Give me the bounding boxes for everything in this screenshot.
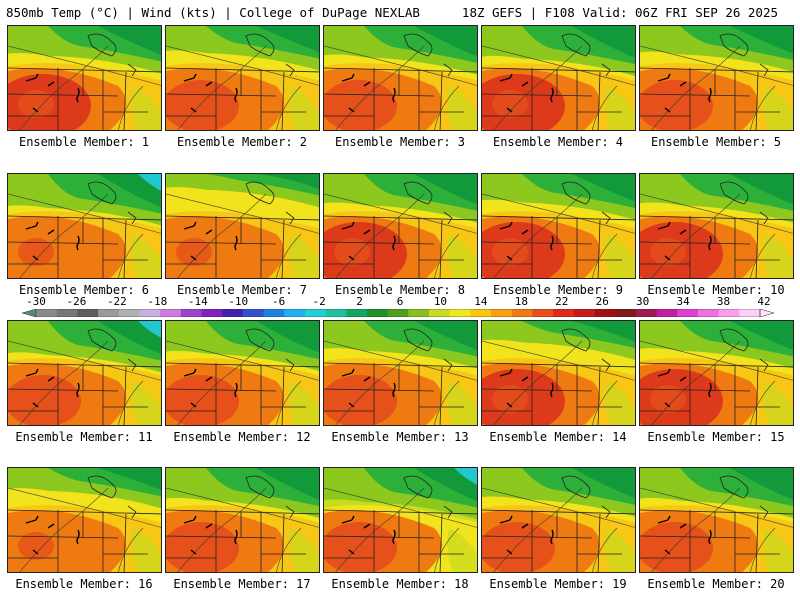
colorbar-swatch [242,309,265,317]
colorbar-tick-label: 14 [474,295,488,308]
ensemble-member-map [165,467,320,573]
colorbar-swatch [470,309,492,317]
ensemble-member-map [7,467,162,573]
colorbar-tick-label: -2 [312,295,326,308]
colorbar-swatch [222,309,244,317]
colorbar-tick-label: -6 [272,295,286,308]
ensemble-member-label: Ensemble Member: 20 [647,577,785,591]
colorbar-swatch [697,309,720,317]
run-valid-time: 18Z GEFS | F108 Valid: 06Z FRI SEP 26 20… [461,5,778,20]
ensemble-member-map [639,320,794,426]
colorbar-swatch [56,309,78,317]
colorbar-tick-label: 26 [595,295,609,308]
ensemble-member-label: Ensemble Member: 16 [15,577,153,591]
ensemble-member-map [7,173,162,279]
ensemble-member-map [165,25,320,131]
chart-title: 850mb Temp (°C) | Wind (kts) | College o… [6,5,420,20]
colorbar-swatch [429,309,451,317]
colorbar-tick-label: 22 [555,295,569,308]
colorbar-swatch [739,309,761,317]
colorbar-swatch [656,309,678,317]
colorbar-tick-label: 34 [676,295,690,308]
ensemble-member-map [323,320,478,426]
ensemble-member-map [481,467,636,573]
ensemble-member-map [323,173,478,279]
colorbar-swatch [491,309,513,317]
colorbar-swatch [677,309,699,317]
ensemble-member-map [481,320,636,426]
ensemble-member-label: Ensemble Member: 8 [334,283,466,297]
colorbar-swatch [263,309,285,317]
colorbar-tick-label: -10 [228,295,249,308]
ensemble-member-label: Ensemble Member: 2 [176,135,308,149]
ensemble-member-label: Ensemble Member: 12 [173,430,311,444]
colorbar-swatch [36,309,58,317]
colorbar-swatch [553,309,575,317]
ensemble-member-label: Ensemble Member: 18 [331,577,469,591]
colorbar-swatch [511,309,533,317]
ensemble-member-map [165,173,320,279]
colorbar-swatch [449,309,471,317]
colorbar-tick-label: -30 [26,295,46,308]
colorbar-swatch [160,309,182,317]
colorbar-swatch [408,309,430,317]
colorbar-swatch [118,309,140,317]
colorbar-swatch [366,309,389,317]
ensemble-member-map [323,25,478,131]
colorbar-hot-arrow [759,309,774,317]
ensemble-member-label: Ensemble Member: 17 [173,577,311,591]
temperature-colorbar [22,309,774,317]
colorbar-swatch [532,309,554,317]
colorbar-swatch [573,309,596,317]
ensemble-member-label: Ensemble Member: 13 [331,430,469,444]
colorbar-swatch [139,309,161,317]
ensemble-member-label: Ensemble Member: 11 [15,430,153,444]
colorbar-swatch [594,309,616,317]
colorbar-swatch [325,309,347,317]
ensemble-member-label: Ensemble Member: 1 [18,135,150,149]
colorbar-swatch [304,309,327,317]
ensemble-member-map [7,25,162,131]
ensemble-member-map [639,467,794,573]
colorbar-swatch [284,309,306,317]
ensemble-member-map [481,25,636,131]
ensemble-member-label: Ensemble Member: 19 [489,577,627,591]
ensemble-member-label: Ensemble Member: 5 [650,135,782,149]
colorbar-swatch [98,309,120,317]
ensemble-member-label: Ensemble Member: 10 [647,283,785,297]
colorbar-swatch [387,309,409,317]
ensemble-member-label: Ensemble Member: 7 [176,283,308,297]
ensemble-member-label: Ensemble Member: 14 [489,430,627,444]
colorbar-tick-label: 6 [396,295,404,308]
ensemble-member-label: Ensemble Member: 9 [492,283,624,297]
ensemble-member-label: Ensemble Member: 4 [492,135,624,149]
colorbar-tick-label: 2 [356,295,363,308]
colorbar-tick-label: -22 [106,295,127,308]
colorbar-cold-arrow [22,309,37,317]
colorbar-tick-label: 42 [757,295,771,308]
colorbar-swatch [635,309,658,317]
colorbar-swatch [77,309,99,317]
colorbar-swatch [201,309,223,317]
colorbar-tick-label: 38 [716,295,731,308]
colorbar-tick-label: -18 [147,295,168,308]
colorbar-swatch [615,309,637,317]
ensemble-member-map [639,173,794,279]
ensemble-member-map [323,467,478,573]
colorbar-swatch [718,309,740,317]
ensemble-member-map [165,320,320,426]
colorbar-tick-label: -14 [187,295,208,308]
ensemble-member-label: Ensemble Member: 15 [647,430,785,444]
colorbar-tick-label: 30 [636,295,650,308]
ensemble-member-label: Ensemble Member: 3 [334,135,466,149]
colorbar-tick-label: 18 [514,295,528,308]
ensemble-member-label: Ensemble Member: 6 [18,283,150,297]
ensemble-member-map [481,173,636,279]
colorbar-tick-label: 10 [433,295,448,308]
ensemble-member-map [7,320,162,426]
colorbar-swatch [180,309,202,317]
colorbar-tick-label: -26 [66,295,87,308]
ensemble-member-map [639,25,794,131]
colorbar-swatch [346,309,368,317]
